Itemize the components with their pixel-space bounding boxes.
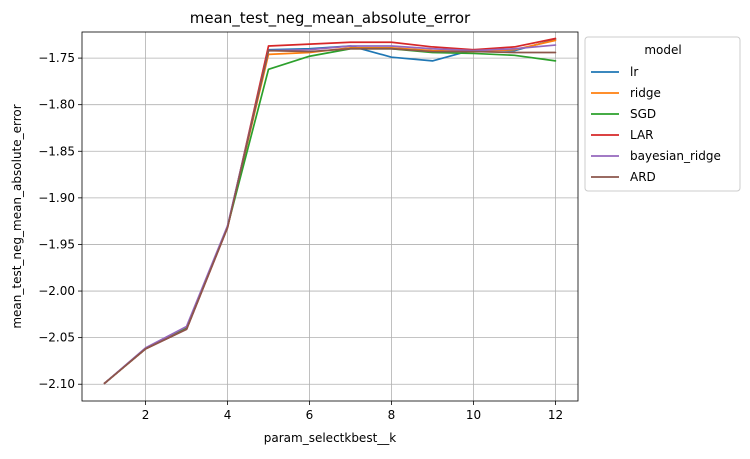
series-line-lr <box>103 38 557 385</box>
legend-label-sgd: SGD <box>630 107 656 121</box>
plot-frame <box>81 31 579 402</box>
x-tick-label: 2 <box>142 408 150 422</box>
y-tick-label: −1.75 <box>38 51 75 65</box>
legend-label-bayesian-ridge: bayesian_ridge <box>630 149 721 163</box>
y-axis-label: mean_test_neg_mean_absolute_error <box>10 104 24 328</box>
y-tick-label: −2.10 <box>38 377 75 391</box>
legend: model lr ridge SGD LAR bayesian_ridge ARD <box>584 36 741 192</box>
legend-box <box>584 36 741 192</box>
x-tick-label: 4 <box>224 408 232 422</box>
y-tick-label: −2.00 <box>38 284 75 298</box>
series-line-bayesian-ridge <box>103 44 557 385</box>
y-tick-label: −2.05 <box>38 331 75 345</box>
legend-label-lr: lr <box>630 65 638 79</box>
series-line-ard <box>103 47 557 385</box>
legend-label-lar: LAR <box>630 128 654 142</box>
axes: 2 4 6 8 10 12 −2.10 −2.05 −2.00 −1.95 −1.90 −1.85 −1… <box>38 51 563 422</box>
y-tick-label: −1.80 <box>38 98 75 112</box>
legend-label-ard: ARD <box>630 170 656 184</box>
x-tick-label: 8 <box>388 408 396 422</box>
x-axis-label: param_selectkbest__k <box>264 431 397 445</box>
x-tick-label: 10 <box>466 408 481 422</box>
y-tick-label: −1.85 <box>38 144 75 158</box>
y-tick-label: −1.90 <box>38 191 75 205</box>
series-line-lar <box>103 37 557 385</box>
series-line-ridge <box>103 39 557 385</box>
legend-items: lr ridge SGD LAR bayesian_ridge ARD <box>591 65 721 184</box>
legend-label-ridge: ridge <box>630 86 661 100</box>
y-tick-label: −1.95 <box>38 237 75 251</box>
x-tick-label: 12 <box>548 408 563 422</box>
series-group <box>103 37 557 385</box>
grid <box>82 32 578 401</box>
chart-title: mean_test_neg_mean_absolute_error <box>190 9 471 28</box>
legend-title: model <box>644 43 681 57</box>
x-tick-label: 6 <box>306 408 314 422</box>
